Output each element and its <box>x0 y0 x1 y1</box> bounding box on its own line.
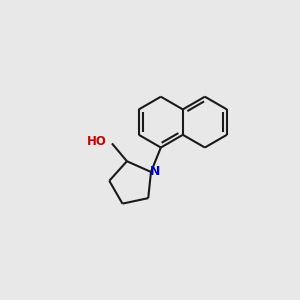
Text: HO: HO <box>86 135 106 148</box>
Text: N: N <box>150 164 160 178</box>
